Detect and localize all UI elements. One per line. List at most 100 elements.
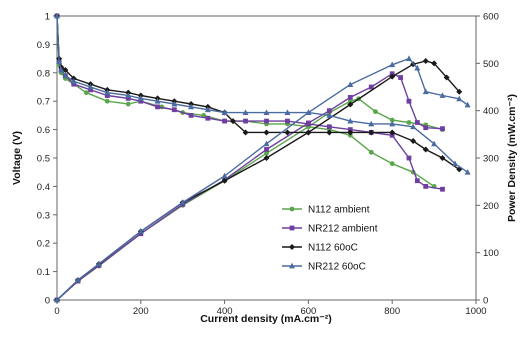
legend-swatch-marker xyxy=(289,206,295,212)
nr212-60oc-voltage-point xyxy=(104,89,111,96)
nr212-ambient-voltage-point xyxy=(171,107,177,113)
n112-60oc-power-point xyxy=(431,60,438,67)
series-layer xyxy=(54,12,471,303)
n112-ambient-voltage-point xyxy=(104,98,110,104)
nr212-ambient-voltage-point xyxy=(138,98,144,104)
nr212-60oc-voltage-point xyxy=(263,109,270,115)
nr212-60oc-voltage-point xyxy=(284,109,291,115)
nr212-60oc-voltage-point xyxy=(54,12,60,19)
y2-axis-ticks: 0 100 200 300 400 500 600 xyxy=(476,12,499,307)
n112-ambient-power-line xyxy=(56,98,443,301)
nr212-60oc-power-point xyxy=(456,95,463,102)
y2-axis-title: Power Density (mW.cm⁻²) xyxy=(506,94,518,222)
n112-60oc-voltage-point xyxy=(229,118,236,125)
nr212-ambient-voltage-point xyxy=(71,81,77,87)
nr212-60oc-power-point xyxy=(389,61,396,68)
nr212-60oc-power-line xyxy=(56,57,469,301)
nr212-ambient-voltage-line xyxy=(56,15,443,190)
n112-60oc-power-point xyxy=(456,88,463,95)
nr212-60oc-voltage-point xyxy=(242,109,249,115)
nr212-60oc-voltage-point xyxy=(410,123,417,130)
nr212-60oc-voltage-point xyxy=(188,103,195,110)
n112-60oc-voltage-line xyxy=(56,15,460,170)
n112-60oc-power-point xyxy=(221,177,228,184)
n112-60oc-power-point xyxy=(422,57,429,64)
nr212-60oc-voltage-point xyxy=(125,92,132,98)
nr212-60oc-power-point xyxy=(422,88,429,95)
legend-item: N112 60oC xyxy=(282,243,358,254)
legend: N112 ambient NR212 ambient N112 60oC NR212 … xyxy=(282,205,378,273)
nr212-60oc-power-point xyxy=(179,199,186,205)
n112-ambient-voltage-point xyxy=(83,90,89,96)
y2-tick-label: 200 xyxy=(483,201,499,212)
nr212-ambient-power-point xyxy=(398,75,403,80)
nr212-60oc-power-point xyxy=(74,276,81,283)
n112-60oc-power-point xyxy=(305,129,312,136)
nr212-ambient-voltage-point xyxy=(414,178,420,184)
y-tick-label: 0.2 xyxy=(37,239,50,250)
n112-60oc-voltage-point xyxy=(326,129,333,136)
legend-item: NR212 60oC xyxy=(282,262,366,273)
nr212-60oc-voltage-point xyxy=(347,117,354,124)
nr212-60oc-voltage-point xyxy=(221,109,228,115)
nr212-ambient-voltage-point xyxy=(285,118,290,124)
n112-60oc-voltage-point xyxy=(410,137,417,144)
y2-tick-label: 600 xyxy=(483,12,499,23)
nr212-ambient-power-point xyxy=(306,120,311,126)
y2-tick-label: 300 xyxy=(483,154,499,165)
n112-60oc-voltage-point xyxy=(284,129,291,136)
nr212-60oc-voltage-point xyxy=(389,120,396,127)
nr212-60oc-power-point xyxy=(54,296,60,303)
y-tick-label: 0.4 xyxy=(37,182,50,193)
nr212-60oc-voltage-point xyxy=(87,83,94,90)
n112-60oc-power-point xyxy=(389,73,396,80)
n112-ambient-voltage-line xyxy=(56,15,435,187)
series-n112-ambient xyxy=(54,13,445,303)
n112-60oc-power-point xyxy=(263,155,270,161)
nr212-60oc-voltage-point xyxy=(452,160,459,167)
n112-60oc-voltage-point xyxy=(439,155,446,161)
n112-60oc-voltage-point xyxy=(242,129,249,136)
y2-tick-label: 100 xyxy=(483,248,499,259)
nr212-ambient-voltage-point xyxy=(423,184,429,189)
series-nr212-ambient xyxy=(54,13,445,303)
nr212-ambient-voltage-point xyxy=(104,93,110,98)
legend-swatch-marker xyxy=(289,244,295,250)
y2-tick-label: 500 xyxy=(483,59,499,70)
y-tick-label: 0 xyxy=(45,296,50,307)
nr212-ambient-power-point xyxy=(264,147,269,152)
nr212-ambient-power-point xyxy=(326,108,332,114)
nr212-60oc-power-point xyxy=(95,260,102,267)
nr212-ambient-power-point xyxy=(368,84,374,90)
y2-tick-label: 400 xyxy=(483,106,499,117)
nr212-ambient-voltage-point xyxy=(188,113,194,118)
x-tick-label: 600 xyxy=(300,306,316,317)
n112-ambient-voltage-point xyxy=(368,149,374,155)
y-axis-title: Voltage (V) xyxy=(11,131,23,185)
x-tick-label: 1000 xyxy=(465,306,486,317)
nr212-ambient-voltage-point xyxy=(205,115,211,121)
nr212-ambient-power-point xyxy=(440,126,445,132)
nr212-60oc-voltage-point xyxy=(58,66,65,73)
nr212-60oc-voltage-point xyxy=(204,106,211,113)
y-tick-label: 0.8 xyxy=(37,68,50,79)
y-tick-label: 0.3 xyxy=(37,210,50,221)
nr212-ambient-voltage-point xyxy=(243,118,248,124)
legend-item: NR212 ambient xyxy=(282,224,378,235)
x-tick-label: 200 xyxy=(133,306,149,317)
legend-swatch-marker xyxy=(289,225,295,231)
legend-label: NR212 60oC xyxy=(308,262,366,273)
n112-ambient-power-point xyxy=(406,120,412,125)
series-nr212-60oc xyxy=(54,12,471,303)
nr212-ambient-power-point xyxy=(414,120,420,125)
nr212-ambient-voltage-point xyxy=(155,104,160,110)
n112-60oc-voltage-point xyxy=(62,66,69,73)
legend-swatch-marker xyxy=(289,262,295,269)
n112-60oc-power-point xyxy=(347,101,354,108)
nr212-60oc-voltage-point xyxy=(70,78,77,84)
nr212-60oc-voltage-point xyxy=(56,58,63,64)
y-tick-label: 0.9 xyxy=(37,40,50,51)
x-tick-label: 800 xyxy=(384,306,400,317)
nr212-ambient-voltage-point xyxy=(326,124,332,130)
nr212-ambient-power-point xyxy=(423,125,429,131)
